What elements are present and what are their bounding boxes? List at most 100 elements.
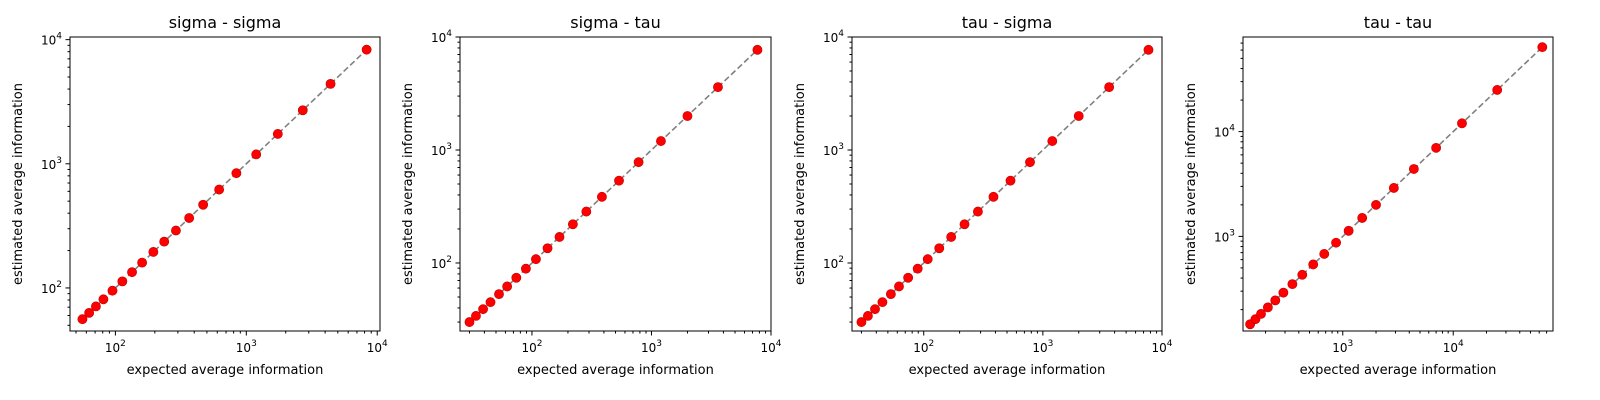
data-point bbox=[894, 281, 904, 292]
data-point bbox=[117, 276, 128, 287]
data-point bbox=[184, 213, 195, 223]
data-point bbox=[567, 219, 578, 230]
data-point bbox=[214, 184, 225, 195]
y-tick-label: 102 bbox=[823, 255, 844, 271]
chart-title: sigma - tau bbox=[570, 13, 661, 32]
data-point bbox=[1073, 111, 1084, 121]
data-point bbox=[84, 307, 95, 318]
reference-line bbox=[468, 49, 758, 323]
chart-panel-tau-tau: tau - tau 103 104 103 104 expected average in… bbox=[1184, 13, 1554, 378]
data-point bbox=[198, 199, 209, 210]
data-point bbox=[752, 44, 763, 55]
data-point bbox=[946, 232, 957, 242]
chart-panel-sigma-tau: sigma - tau 102 103 104 102 103 104 expected av… bbox=[401, 13, 782, 378]
y-tick-label: 103 bbox=[41, 156, 62, 172]
data-point bbox=[137, 257, 148, 268]
x-tick-label: 103 bbox=[641, 339, 662, 355]
data-point bbox=[934, 243, 945, 254]
x-tick-label: 103 bbox=[1332, 339, 1353, 355]
y-tick-label: 104 bbox=[431, 29, 452, 45]
chart-panel-sigma-sigma: sigma - sigma 102 103 104 102 103 104 expected … bbox=[11, 13, 388, 378]
data-point bbox=[1287, 279, 1298, 290]
data-point bbox=[656, 136, 666, 146]
y-axis-label: estimated average information bbox=[401, 83, 416, 285]
y-tick-label: 104 bbox=[823, 29, 844, 45]
x-tick-label: 103 bbox=[1032, 339, 1053, 355]
data-point bbox=[597, 191, 607, 202]
data-point bbox=[682, 111, 693, 121]
x-tick-label: 102 bbox=[105, 339, 126, 355]
plot-area bbox=[69, 36, 381, 332]
data-point bbox=[1025, 157, 1035, 168]
data-point bbox=[77, 314, 88, 325]
data-point bbox=[988, 191, 999, 202]
x-tick-label: 104 bbox=[1151, 339, 1172, 355]
chart-title: tau - sigma bbox=[962, 13, 1053, 32]
y-tick-label: 104 bbox=[1214, 124, 1235, 140]
data-point bbox=[91, 301, 101, 312]
data-point bbox=[633, 157, 644, 168]
data-point bbox=[1431, 142, 1442, 153]
data-point bbox=[885, 289, 896, 300]
data-point bbox=[863, 311, 873, 321]
y-tick-label: 102 bbox=[431, 255, 452, 271]
data-point bbox=[107, 285, 118, 296]
data-point bbox=[1457, 118, 1467, 129]
data-point bbox=[251, 149, 262, 160]
data-point bbox=[1104, 82, 1115, 93]
data-point bbox=[1343, 225, 1354, 236]
data-point bbox=[1492, 85, 1503, 95]
data-point bbox=[856, 317, 867, 327]
data-point bbox=[297, 105, 308, 116]
data-point bbox=[531, 254, 541, 265]
x-axis-label: expected average information bbox=[1300, 363, 1497, 378]
data-point bbox=[1262, 302, 1273, 313]
data-point bbox=[922, 254, 933, 265]
plot-area bbox=[1242, 36, 1554, 332]
x-tick-label: 104 bbox=[367, 339, 388, 355]
x-axis-label: expected average information bbox=[909, 363, 1106, 378]
y-tick-label: 103 bbox=[1214, 228, 1235, 244]
y-tick-label: 102 bbox=[41, 280, 62, 296]
data-point bbox=[1270, 295, 1281, 306]
data-point bbox=[502, 281, 513, 292]
data-point bbox=[1297, 269, 1308, 280]
data-point bbox=[973, 206, 983, 217]
data-point bbox=[959, 219, 970, 230]
data-point bbox=[1388, 183, 1399, 193]
x-tick-label: 104 bbox=[760, 339, 781, 355]
data-point bbox=[272, 129, 283, 139]
y-axis-label: estimated average information bbox=[1184, 83, 1199, 285]
data-point bbox=[478, 304, 488, 315]
x-tick-label: 102 bbox=[521, 339, 542, 355]
data-point bbox=[554, 232, 565, 242]
y-tick-label: 104 bbox=[41, 32, 62, 48]
data-point bbox=[171, 225, 181, 236]
data-point bbox=[127, 267, 137, 278]
data-point bbox=[471, 311, 481, 321]
y-axis-label: estimated average information bbox=[11, 83, 26, 285]
x-axis-label: expected average information bbox=[127, 363, 324, 378]
data-point bbox=[485, 297, 496, 308]
x-tick-label: 102 bbox=[913, 339, 934, 355]
data-point bbox=[1278, 287, 1289, 298]
data-point bbox=[912, 263, 923, 274]
chart-title: sigma - sigma bbox=[169, 13, 282, 32]
data-point bbox=[1308, 259, 1319, 270]
data-point bbox=[231, 168, 242, 179]
data-point bbox=[1005, 175, 1016, 186]
data-point bbox=[325, 78, 336, 89]
data-point bbox=[877, 297, 888, 308]
y-tick-label: 103 bbox=[823, 142, 844, 158]
x-tick-label: 103 bbox=[236, 339, 257, 355]
data-point bbox=[1537, 42, 1548, 53]
data-point bbox=[361, 44, 372, 55]
data-point bbox=[1371, 199, 1381, 210]
chart-panel-tau-sigma: tau - sigma 102 103 104 102 103 104 expected av… bbox=[793, 13, 1173, 378]
chart-title: tau - tau bbox=[1364, 13, 1432, 32]
data-point bbox=[1408, 164, 1419, 174]
data-point bbox=[1319, 249, 1330, 259]
y-axis-label: estimated average information bbox=[793, 83, 808, 285]
x-tick-label: 104 bbox=[1443, 339, 1464, 355]
